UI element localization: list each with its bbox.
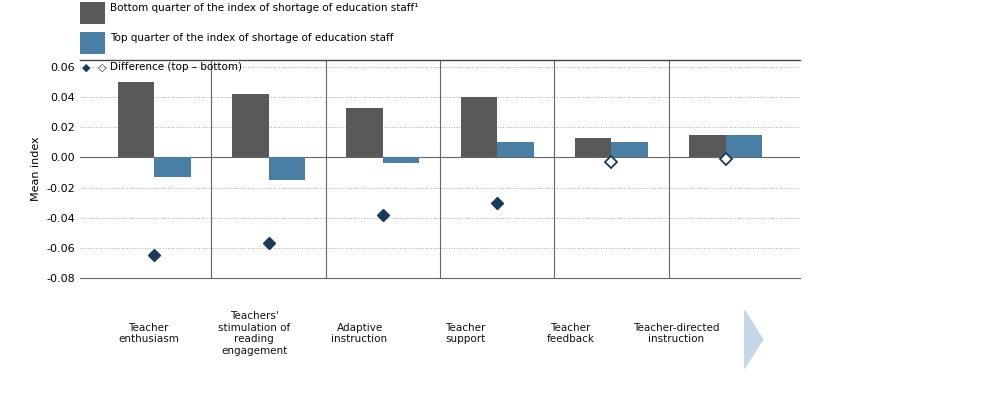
Bar (346, 108, 383, 158)
Bar (611, 143, 648, 158)
Text: Teachers'
stimulation of
reading
engagement: Teachers' stimulation of reading engagem… (218, 311, 290, 356)
Bar (575, 138, 611, 158)
Text: ◆: ◆ (82, 62, 90, 73)
Text: Teacher
feedback: Teacher feedback (547, 323, 595, 345)
Text: Bottom quarter of the index of shortage of education staff¹: Bottom quarter of the index of shortage … (110, 3, 418, 13)
Bar (461, 97, 497, 158)
Text: Indices of teaching practices
in language-of-instruction lessons: Indices of teaching practices in languag… (767, 326, 993, 353)
Text: Teacher
enthusiasm: Teacher enthusiasm (118, 323, 179, 345)
Text: Top quarter of the index of shortage of education staff: Top quarter of the index of shortage of … (110, 33, 394, 43)
Y-axis label: Mean index: Mean index (31, 137, 41, 201)
Text: Adaptive
instruction: Adaptive instruction (331, 323, 388, 345)
Bar (689, 135, 726, 158)
Bar (154, 158, 191, 177)
Bar (269, 158, 305, 180)
Text: ◇: ◇ (98, 62, 106, 73)
Bar (726, 135, 762, 158)
Bar (497, 143, 534, 158)
Bar (383, 158, 419, 164)
Bar (118, 82, 154, 158)
Text: Teacher
support: Teacher support (445, 323, 485, 345)
Text: Difference (top – bottom): Difference (top – bottom) (110, 62, 242, 73)
Text: Teacher-directed
instruction: Teacher-directed instruction (633, 323, 719, 345)
Bar (232, 94, 269, 158)
Polygon shape (745, 310, 763, 368)
